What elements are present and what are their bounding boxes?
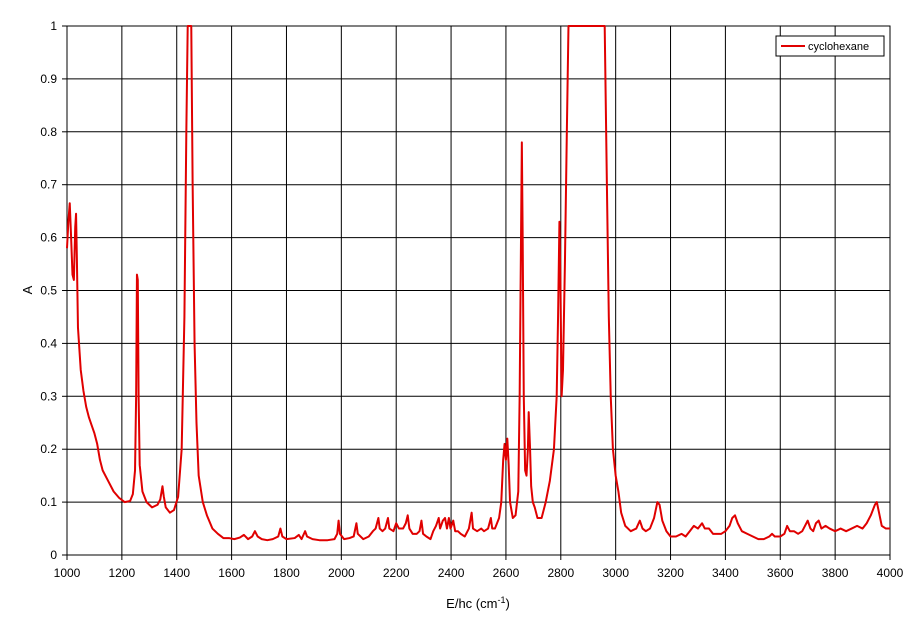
plot-area — [66, 25, 891, 556]
legend-label-cyclohexane: cyclohexane — [808, 41, 869, 53]
x-tick-label: 3200 — [657, 566, 684, 580]
y-axis-label: A — [20, 285, 35, 294]
x-tick-label: 1400 — [163, 566, 190, 580]
x-tick-label: 1600 — [218, 566, 245, 580]
x-tick-label: 2200 — [383, 566, 410, 580]
y-tick-label: 0.1 — [40, 495, 57, 509]
series-line-cyclohexane — [66, 25, 890, 542]
y-tick-label: 0.4 — [40, 336, 57, 350]
x-tick-label: 3000 — [602, 566, 629, 580]
y-tick-label: 0.7 — [40, 178, 57, 192]
y-tick-label: 0.2 — [40, 442, 57, 456]
x-tick-label: 2400 — [438, 566, 465, 580]
x-tick-label: 3400 — [712, 566, 739, 580]
x-axis-label: E/hc (cm-1) — [446, 595, 510, 611]
y-tick-label: 0.9 — [40, 72, 57, 86]
y-tick-label: 0.8 — [40, 125, 57, 139]
series-layer — [66, 25, 890, 542]
x-tick-label: 2800 — [547, 566, 574, 580]
x-tick-labels: 1000 1200 1400 1600 1800 2000 2200 2400 2600 2800… — [54, 566, 904, 580]
grid — [62, 25, 891, 560]
y-tick-label: 0.5 — [40, 284, 57, 298]
x-tick-label: 1000 — [54, 566, 81, 580]
x-tick-label: 4000 — [877, 566, 904, 580]
x-tick-label: 1200 — [109, 566, 136, 580]
y-tick-label: 0.6 — [40, 231, 57, 245]
x-tick-label: 2600 — [493, 566, 520, 580]
legend-box — [775, 35, 885, 57]
x-tick-label: 2000 — [328, 566, 355, 580]
y-tick-label: 0.3 — [40, 389, 57, 403]
x-tick-label: 3800 — [822, 566, 849, 580]
y-tick-labels: 0 0.1 0.2 0.3 0.4 0.5 0.6 0.7 0.8 0.9 1 — [40, 19, 57, 562]
x-tick-label: 3600 — [767, 566, 794, 580]
y-tick-label: 0 — [50, 548, 57, 562]
x-tick-label: 1800 — [273, 566, 300, 580]
y-tick-label: 1 — [50, 19, 57, 33]
legend: cyclohexane — [775, 35, 885, 57]
